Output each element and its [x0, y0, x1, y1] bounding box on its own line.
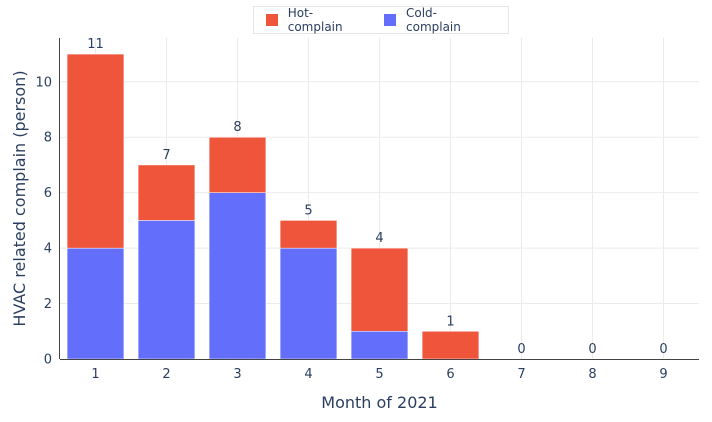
legend-label-cold: Cold-complain [406, 6, 461, 34]
bar-cold-complain-4[interactable] [279, 247, 338, 360]
total-label-4: 5 [304, 203, 312, 218]
total-label-9: 0 [659, 342, 667, 357]
y-tick-label: 10 [35, 75, 52, 90]
legend-swatch-cold [384, 14, 396, 26]
x-tick-label: 1 [91, 367, 99, 382]
x-tick-label: 8 [588, 367, 596, 382]
x-tick-labels: 1 2 3 4 5 6 7 8 9 [91, 367, 667, 382]
bar-cold-complain-3[interactable] [208, 192, 267, 360]
total-label-8: 0 [588, 342, 596, 357]
x-tick-label: 3 [233, 367, 241, 382]
bar-hot-complain-6[interactable] [421, 331, 480, 360]
x-tick-label: 4 [304, 367, 312, 382]
x-tick-label: 5 [375, 367, 383, 382]
legend-item-cold[interactable]: Cold-complain [384, 6, 490, 34]
bar-hot-complain-5[interactable] [350, 247, 409, 332]
legend-label-hot: Hot-complain [287, 6, 343, 34]
total-label-6: 1 [446, 314, 454, 329]
y-axis-title: HVAC related complain (person) [10, 70, 29, 326]
bar-hot-complain-3[interactable] [208, 136, 267, 193]
bar-marks [66, 53, 480, 360]
bar-cold-complain-1[interactable] [66, 247, 125, 360]
x-tick-label: 7 [517, 367, 525, 382]
x-tick-label: 2 [162, 367, 170, 382]
total-label-3: 8 [233, 120, 241, 135]
x-axis-title: Month of 2021 [321, 393, 437, 412]
bar-hot-complain-4[interactable] [279, 220, 338, 249]
y-tick-label: 8 [44, 131, 52, 146]
bar-hot-complain-2[interactable] [137, 164, 196, 221]
y-tick-labels: 0 2 4 6 8 10 [35, 75, 52, 367]
y-tick-label: 6 [44, 186, 52, 201]
total-label-7: 0 [517, 342, 525, 357]
x-tick-label: 6 [446, 367, 454, 382]
y-tick-label: 2 [44, 297, 52, 312]
y-tick-label: 0 [44, 353, 52, 368]
x-tick-label: 9 [659, 367, 667, 382]
bar-cold-complain-2[interactable] [137, 220, 196, 360]
bar-hot-complain-1[interactable] [66, 53, 125, 249]
total-label-2: 7 [162, 148, 170, 163]
y-tick-label: 4 [44, 242, 52, 257]
legend-item-hot[interactable]: Hot-complain [266, 6, 366, 34]
bar-cold-complain-5[interactable] [350, 331, 409, 360]
total-label-1: 11 [87, 37, 104, 52]
total-label-5: 4 [375, 231, 383, 246]
legend-swatch-hot [266, 14, 278, 26]
data-labels: 11 7 8 5 4 1 0 0 0 [87, 37, 667, 357]
chart-legend: Hot-complain Cold-complain [253, 6, 509, 34]
